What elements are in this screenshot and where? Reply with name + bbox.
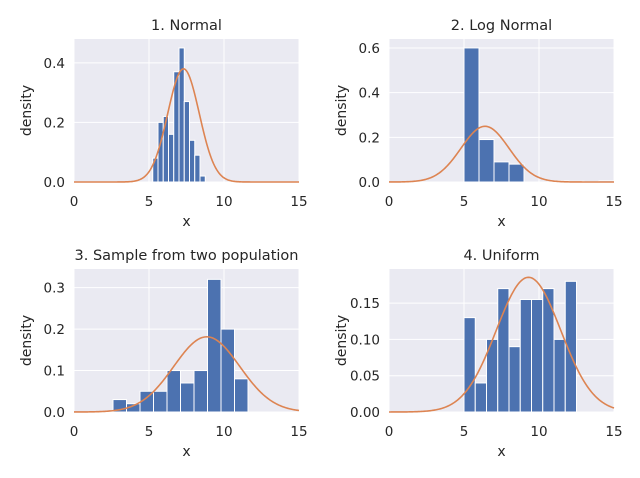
x-tick-label: 15 <box>605 424 622 440</box>
x-tick-label: 15 <box>290 424 307 440</box>
x-tick-label: 5 <box>145 194 154 210</box>
y-tick-label: 0.0 <box>359 175 380 191</box>
y-tick-label: 0.2 <box>359 130 380 146</box>
y-axis-label: density <box>19 85 35 136</box>
histogram-bar <box>519 298 532 413</box>
y-tick-label: 0.10 <box>350 332 380 348</box>
subplot-2: 0 5 10 15 0.0 0.2 0.4 0.6 2. Log Normal x density <box>334 18 623 230</box>
histogram-bar <box>189 139 196 183</box>
x-tick-label: 5 <box>460 424 469 440</box>
x-axis-label: x <box>497 214 505 230</box>
x-tick-label: 10 <box>530 194 547 210</box>
histogram-bar <box>180 382 195 413</box>
histogram-bar <box>199 175 206 183</box>
histogram-bar <box>463 47 480 183</box>
histogram-bar <box>157 121 164 183</box>
histogram-bar <box>474 382 487 413</box>
subplot-title: 2. Log Normal <box>451 18 552 34</box>
histogram-bar <box>153 390 168 413</box>
y-tick-label: 0.3 <box>44 281 65 297</box>
subplot-title: 3. Sample from two population <box>75 248 299 264</box>
x-axis-label: x <box>182 444 190 460</box>
subplot-1: 0 5 10 15 0.0 0.2 0.4 1. Normal x density <box>19 18 308 230</box>
histogram-bar <box>183 101 190 183</box>
x-tick-label: 0 <box>385 194 394 210</box>
histogram-bar <box>193 370 208 413</box>
x-tick-label: 10 <box>215 194 232 210</box>
histogram-bar <box>478 139 495 183</box>
histogram-bar <box>463 317 476 413</box>
x-tick-label: 15 <box>605 194 622 210</box>
histogram-bar <box>542 288 555 413</box>
subplot-3: 0 5 10 15 0.0 0.1 0.2 0.3 3. Sample from two pop… <box>19 248 308 460</box>
x-tick-label: 0 <box>70 424 79 440</box>
y-tick-label: 0.00 <box>350 405 380 421</box>
histogram-bar <box>564 280 577 413</box>
y-tick-label: 0.6 <box>359 41 380 57</box>
x-tick-label: 0 <box>385 424 394 440</box>
y-tick-label: 0.0 <box>44 405 65 421</box>
histogram-bar <box>194 154 201 183</box>
subplot-4: 0 5 10 15 0.00 0.05 0.10 0.15 4. Uniform x density <box>334 248 623 460</box>
x-tick-label: 0 <box>70 194 79 210</box>
histogram-bar <box>207 278 222 413</box>
histogram-bar <box>508 346 521 413</box>
x-tick-label: 15 <box>290 194 307 210</box>
y-axis-label: density <box>19 315 35 366</box>
x-tick-label: 10 <box>215 424 232 440</box>
y-axis-label: density <box>334 85 350 136</box>
y-tick-label: 0.1 <box>44 364 65 380</box>
density-curve <box>73 336 300 413</box>
x-tick-label: 5 <box>145 424 154 440</box>
subplot-title: 4. Uniform <box>463 248 539 264</box>
density-curve <box>389 125 614 183</box>
plot-background <box>389 39 614 182</box>
y-tick-label: 0.15 <box>350 296 380 312</box>
y-tick-label: 0.4 <box>44 56 65 72</box>
density-curve <box>74 68 299 183</box>
histogram-bar <box>508 163 525 183</box>
density-curve <box>389 276 615 413</box>
y-tick-label: 0.4 <box>359 86 380 102</box>
y-axis-label: density <box>334 315 350 366</box>
histogram-bar <box>168 133 175 183</box>
histogram-bar <box>234 378 249 413</box>
x-tick-label: 5 <box>460 194 469 210</box>
x-tick-label: 10 <box>530 424 547 440</box>
histogram-bar <box>166 370 181 413</box>
subplot-title: 1. Normal <box>151 18 222 34</box>
histogram-bar <box>178 47 185 183</box>
y-tick-label: 0.05 <box>350 369 380 385</box>
x-axis-label: x <box>182 214 190 230</box>
x-axis-label: x <box>497 444 505 460</box>
y-tick-label: 0.0 <box>44 175 65 191</box>
histogram-bar <box>220 328 235 413</box>
histogram-bar <box>497 288 510 413</box>
histogram-bar <box>493 161 510 183</box>
histogram-bar <box>553 338 566 413</box>
y-tick-label: 0.2 <box>44 322 65 338</box>
y-tick-label: 0.2 <box>44 115 65 131</box>
histogram-bar <box>531 298 544 413</box>
